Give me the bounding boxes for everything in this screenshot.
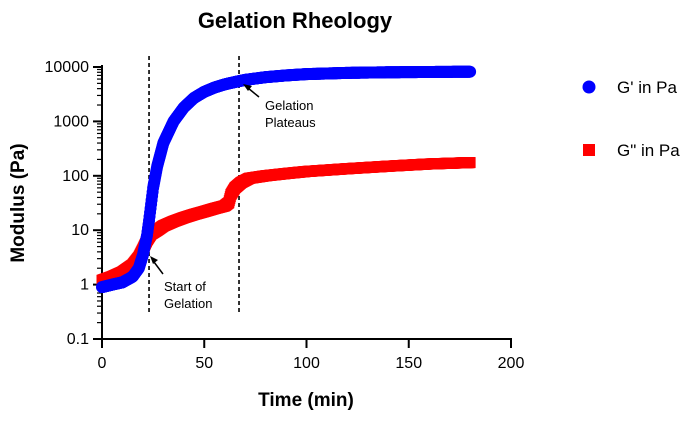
y-tick-label: 0.1 <box>67 331 89 348</box>
legend-label: G' in Pa <box>617 78 677 97</box>
x-tick-label: 150 <box>395 355 422 372</box>
annotation-arrowhead <box>150 256 158 264</box>
annotation-text: Gelation <box>265 98 313 113</box>
annotation-arrowhead <box>243 84 252 91</box>
series-g-prime <box>96 65 477 294</box>
y-axis-title: Modulus (Pa) <box>8 143 29 262</box>
annotation-text: Start of <box>164 279 206 294</box>
data-point <box>464 157 476 169</box>
y-tick-label: 10000 <box>45 59 90 76</box>
y-tick-label: 100 <box>62 168 89 185</box>
chart-title: Gelation Rheology <box>198 8 393 33</box>
annotation-text: Plateaus <box>265 115 316 130</box>
series-g-double-prime <box>96 157 476 286</box>
legend-marker-g-prime <box>582 80 596 94</box>
y-tick-label: 1000 <box>53 113 89 130</box>
x-tick-label: 0 <box>98 355 107 372</box>
annotation-arrow <box>153 261 164 275</box>
annotation-text: Gelation <box>164 296 212 311</box>
plot-area: 0.1 1 10 100 1000 10000 0 50 100 150 200 Gelation Pl… <box>45 56 525 372</box>
x-tick-label: 50 <box>195 355 213 372</box>
x-tick-label: 200 <box>498 355 525 372</box>
y-tick-label: 1 <box>80 277 89 294</box>
y-tick-label: 10 <box>71 222 89 239</box>
legend-label: G" in Pa <box>617 141 680 160</box>
data-point <box>464 65 477 78</box>
annotation-arrow <box>247 87 260 98</box>
x-axis-title: Time (min) <box>258 390 354 411</box>
legend-marker-g-double-prime <box>583 144 595 156</box>
x-tick-label: 100 <box>293 355 320 372</box>
legend: G' in Pa G" in Pa <box>582 78 680 160</box>
